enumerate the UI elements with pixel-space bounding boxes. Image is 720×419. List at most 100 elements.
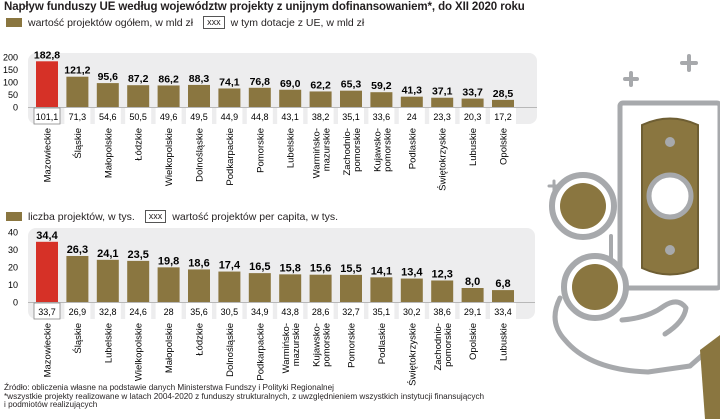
secondary-value-label: 32,7 — [342, 307, 360, 317]
secondary-value-box — [338, 108, 364, 124]
secondary-value-box — [368, 303, 395, 319]
bar-value-label: 23,5 — [127, 249, 148, 261]
bar-value-label: 121,2 — [64, 65, 90, 77]
y-tick-label: 0 — [13, 298, 18, 308]
coin-icon — [561, 253, 629, 321]
y-tick-label: 30 — [8, 245, 18, 255]
sleeve-shape — [700, 335, 720, 419]
bar-value-label: 14,1 — [371, 265, 392, 277]
bar-value-label: 62,2 — [310, 79, 331, 91]
secondary-value-box — [94, 303, 121, 319]
secondary-value-label: 33,4 — [494, 307, 512, 317]
secondary-value-box — [490, 108, 516, 124]
secondary-value-label: 26,9 — [69, 307, 87, 317]
secondary-value-label: 24,6 — [129, 307, 147, 317]
plus-icon — [680, 54, 698, 72]
secondary-value-label: 34,9 — [251, 307, 269, 317]
chart-title: Napływ funduszy UE według województw pro… — [4, 1, 525, 13]
bar-value-label: 182,8 — [34, 49, 60, 61]
secondary-value-label: 49,5 — [190, 112, 208, 122]
legend-series-label: wartość projektów ogółem, w mld zł — [28, 16, 194, 29]
legend-box-text: wartość projektów per capita, w tys. — [172, 210, 339, 223]
secondary-value-box — [277, 303, 304, 319]
bar — [248, 273, 271, 302]
bar-value-label: 17,4 — [219, 260, 241, 272]
secondary-value-box — [155, 108, 182, 124]
legend-bottom: liczba projektów, w tys. xxx wartość pro… — [6, 210, 338, 223]
bar-value-label: 19,8 — [158, 255, 179, 267]
bar — [127, 260, 150, 302]
secondary-value-label: 35,6 — [190, 307, 208, 317]
category-label: Małopolskie — [164, 323, 175, 373]
y-tick-label: 50 — [8, 90, 18, 100]
secondary-value-label: 30,2 — [403, 307, 421, 317]
y-tick-label: 0 — [13, 103, 18, 113]
secondary-value-box — [368, 108, 395, 124]
bar — [431, 97, 454, 107]
bar-value-label: 34,4 — [36, 230, 58, 242]
coin-icon — [549, 172, 617, 240]
legend-box: xxx — [203, 16, 225, 29]
source-line: i podmiotów realizujących — [4, 400, 98, 410]
category-label: Opolskie — [468, 323, 479, 360]
category-label: Dolnośląskie — [225, 323, 236, 377]
category-label: Warmińsko- — [312, 128, 323, 178]
bar-value-label: 69,0 — [280, 78, 301, 90]
bar — [157, 267, 180, 302]
secondary-value-box — [94, 108, 121, 124]
bar-value-label: 18,6 — [188, 257, 209, 269]
secondary-value-label: 20,3 — [464, 112, 482, 122]
bar-value-label: 86,2 — [158, 73, 179, 85]
secondary-value-label: 33,6 — [373, 112, 391, 122]
category-label: Kujawsko- — [372, 128, 383, 172]
bar — [218, 271, 241, 302]
y-tick-label: 40 — [8, 228, 18, 238]
bar — [400, 278, 423, 302]
secondary-value-box — [125, 108, 152, 124]
secondary-value-label: 38,6 — [433, 307, 451, 317]
secondary-value-label: 28,6 — [312, 307, 330, 317]
secondary-value-label: 30,5 — [221, 307, 239, 317]
legend-box-text: w tym dotacje z UE, w mld zł — [230, 16, 365, 29]
secondary-value-label: 101,1 — [36, 112, 59, 122]
bar-value-label: 59,2 — [371, 80, 392, 92]
category-label: Lubelskie — [286, 128, 297, 168]
secondary-value-label: 32,8 — [99, 307, 117, 317]
secondary-value-box — [64, 108, 91, 124]
secondary-value-box — [398, 108, 425, 124]
y-tick-label: 100 — [3, 78, 18, 88]
category-label: Świętokrzyskie — [406, 323, 418, 386]
source-line: *wszystkie projekty realizowane w latach… — [4, 391, 485, 401]
bar — [340, 90, 362, 107]
bar — [96, 259, 119, 302]
category-label: Śląskie — [72, 323, 84, 354]
category-label: Pomorskie — [255, 128, 266, 173]
secondary-value-label: 43,8 — [281, 307, 299, 317]
category-label: Lubuskie — [499, 323, 510, 361]
bar-value-label: 87,2 — [128, 73, 149, 85]
bar-value-label: 24,1 — [97, 248, 118, 260]
category-label: Podkarpackie — [225, 128, 236, 186]
bar — [36, 241, 58, 302]
secondary-value-box — [33, 107, 61, 125]
bar-value-label: 8,0 — [465, 276, 480, 288]
secondary-value-label: 28 — [164, 307, 174, 317]
category-label: Mazowieckie — [43, 128, 54, 182]
bar-value-label: 15,8 — [279, 262, 300, 274]
bar-value-label: 26,3 — [67, 244, 88, 256]
category-label: Śląskie — [72, 128, 84, 159]
category-label: Kujawsko- — [312, 323, 323, 367]
bar — [492, 290, 514, 302]
bar — [157, 85, 180, 107]
category-label: pomorskie — [352, 128, 363, 172]
legend-swatch — [6, 18, 22, 27]
secondary-value-box — [216, 108, 243, 124]
bar-value-label: 16,5 — [249, 261, 270, 273]
bar — [461, 288, 484, 302]
bar — [309, 274, 332, 302]
category-label: Opolskie — [499, 128, 510, 165]
secondary-value-label: 33,7 — [38, 307, 56, 317]
secondary-value-box — [459, 303, 486, 319]
bar — [127, 85, 150, 107]
